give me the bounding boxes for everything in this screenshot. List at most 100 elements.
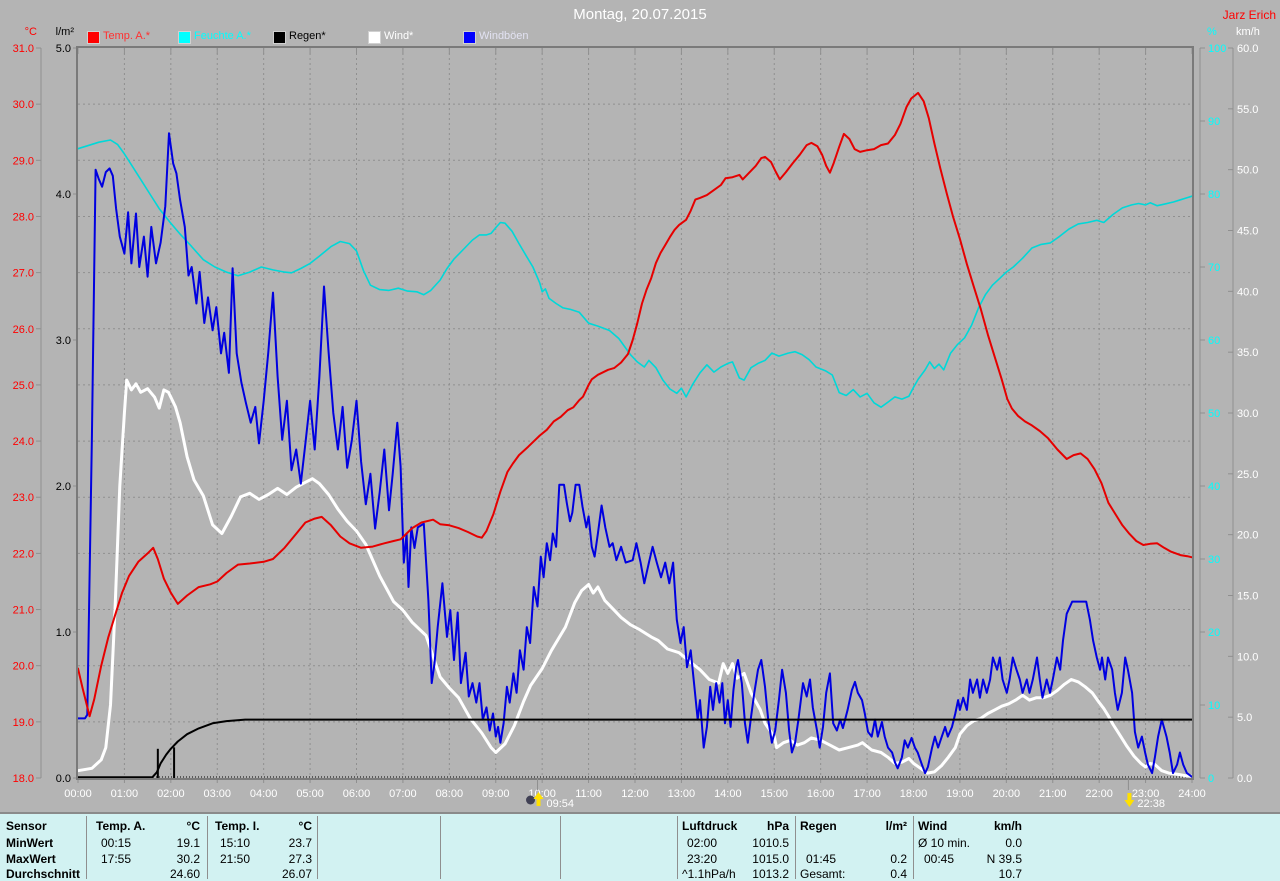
x-axis-tick-label: 11:00	[575, 788, 602, 800]
x-axis-tick-label: 09:00	[482, 788, 510, 800]
legend-swatch-icon	[463, 31, 476, 44]
temp-axis-tick-label: 21.0	[13, 605, 34, 617]
kmh-axis-tick-label: 40.0	[1237, 286, 1258, 298]
rain-axis-tick-label: 1.0	[56, 627, 71, 639]
panel-column-divider	[440, 816, 441, 879]
chart-legend: Temp. A.* Feuchte A.* Regen* Wind* Windböen	[0, 30, 1280, 45]
panel-row-label: MinWert	[6, 836, 54, 850]
x-axis-tick-label: 15:00	[760, 788, 788, 800]
panel-column-unit: l/m²	[885, 819, 907, 833]
kmh-axis-tick-label: 10.0	[1237, 651, 1258, 663]
pct-axis-tick-label: 90	[1208, 116, 1220, 128]
temp-axis-tick-label: 22.0	[13, 548, 34, 560]
author-watermark: Jarz Erich	[1222, 8, 1276, 22]
marker-down-arrow-icon	[1124, 793, 1135, 807]
x-axis-tick-label: 24:00	[1178, 788, 1206, 800]
rain-axis-unit: l/m²	[55, 26, 74, 38]
temp-axis-tick-label: 28.0	[13, 211, 34, 223]
kmh-axis-tick-label: 45.0	[1237, 226, 1258, 238]
sensor-summary-panel: Sensor MinWert MaxWert Durchschnitt Temp. A.…	[0, 812, 1280, 881]
panel-cell-value: 19.1	[176, 836, 200, 850]
temp-axis-tick-label: 20.0	[13, 661, 34, 673]
temp-axis-tick-label: 19.0	[13, 717, 34, 729]
legend-item-label: Wind*	[384, 30, 414, 42]
x-axis-tick-label: 00:00	[64, 788, 92, 800]
panel-cell-value: 1015.0	[752, 852, 789, 866]
x-axis-tick-label: 13:00	[668, 788, 696, 800]
panel-column-unit: °C	[186, 819, 200, 833]
temp-axis-tick-label: 23.0	[13, 492, 34, 504]
plot-border	[76, 46, 1194, 780]
panel-row-label: Durchschnitt	[6, 867, 81, 881]
panel-cell-value: 1013.2	[752, 867, 789, 881]
kmh-axis-tick-label: 5.0	[1237, 712, 1252, 724]
panel-cell-value: 27.3	[288, 852, 312, 866]
pct-axis-tick-label: 60	[1208, 335, 1220, 347]
x-axis-tick-label: 17:00	[853, 788, 881, 800]
series-line-Temp. A.*	[77, 91, 1193, 718]
panel-column-divider	[560, 816, 561, 879]
panel-cell-value: 0.4	[890, 867, 907, 881]
kmh-axis-tick-label: 60.0	[1237, 43, 1258, 55]
panel-cell-time: 02:00	[687, 836, 718, 850]
rain-axis-tick-label: 5.0	[56, 43, 71, 55]
series-line-Windböen	[77, 132, 1193, 778]
series-line-Wind*	[76, 378, 1194, 778]
wind-axis-unit: km/h	[1236, 26, 1260, 38]
legend-swatch-icon	[273, 31, 286, 44]
x-axis-tick-label: 12:00	[621, 788, 649, 800]
kmh-axis-tick-label: 35.0	[1237, 347, 1258, 359]
temp-axis-tick-label: 25.0	[13, 380, 34, 392]
legend-swatch-icon	[178, 31, 191, 44]
panel-column-unit: hPa	[766, 819, 789, 833]
legend-swatch-icon	[368, 31, 381, 44]
pct-axis-tick-label: 0	[1208, 773, 1214, 785]
x-axis-tick-label: 19:00	[946, 788, 974, 800]
kmh-axis-tick-label: 25.0	[1237, 469, 1258, 481]
kmh-axis-tick-label: 20.0	[1237, 530, 1258, 542]
marker-up-icon	[526, 795, 536, 805]
x-axis-tick-label: 01:00	[111, 788, 139, 800]
x-axis-tick-label: 03:00	[203, 788, 231, 800]
page-title: Montag, 20.07.2015	[573, 6, 707, 23]
temp-axis-tick-label: 31.0	[13, 43, 34, 55]
panel-cell-value: 26.07	[281, 867, 312, 881]
marker-time-label: 22:38	[1137, 798, 1165, 810]
kmh-axis-tick-label: 55.0	[1237, 104, 1258, 116]
panel-cell-value: N 39.5	[986, 852, 1022, 866]
pct-axis-tick-label: 30	[1208, 554, 1220, 566]
panel-cell-value: 23.7	[288, 836, 312, 850]
x-axis-tick-label: 20:00	[993, 788, 1021, 800]
panel-column-header: Temp. A.	[96, 819, 146, 833]
rain-axis-tick-label: 0.0	[56, 773, 71, 785]
x-axis-tick-label: 04:00	[250, 788, 278, 800]
panel-column-divider	[795, 816, 796, 879]
panel-cell-time: 17:55	[101, 852, 132, 866]
panel-cell-time: 21:50	[220, 852, 251, 866]
rain-axis-tick-label: 2.0	[56, 481, 71, 493]
panel-cell-time: Gesamt:	[800, 867, 846, 881]
x-axis-tick-label: 18:00	[900, 788, 928, 800]
kmh-axis-tick-label: 50.0	[1237, 165, 1258, 177]
panel-cell-time: 01:45	[806, 852, 837, 866]
pct-axis-tick-label: 50	[1208, 408, 1220, 420]
temp-axis-tick-label: 24.0	[13, 436, 34, 448]
x-axis-tick-label: 02:00	[157, 788, 185, 800]
marker-time-label: 09:54	[547, 798, 575, 810]
temp-axis-tick-label: 30.0	[13, 99, 34, 111]
temp-axis-tick-label: 27.0	[13, 268, 34, 280]
panel-cell-value: 0.0	[1005, 836, 1022, 850]
pct-axis-tick-label: 40	[1208, 481, 1220, 493]
legend-item-label: Temp. A.*	[103, 30, 151, 42]
legend-swatch-icon	[87, 31, 100, 44]
panel-row-label: Sensor	[6, 819, 47, 833]
temp-axis-tick-label: 29.0	[13, 155, 34, 167]
legend-item-label: Windböen	[479, 30, 529, 42]
panel-column-unit: °C	[298, 819, 312, 833]
panel-cell-value: 24.60	[169, 867, 200, 881]
panel-column-header: Temp. I.	[215, 819, 260, 833]
pct-axis-tick-label: 100	[1208, 43, 1226, 55]
panel-column-header: Luftdruck	[682, 819, 738, 833]
x-axis-tick-label: 07:00	[389, 788, 417, 800]
